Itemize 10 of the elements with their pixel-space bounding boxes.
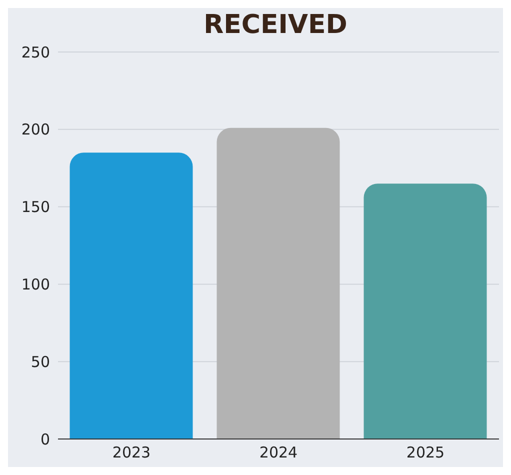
y-tick-label: 0 <box>40 430 50 448</box>
y-tick-label: 50 <box>30 352 50 371</box>
chart-title: RECEIVED <box>202 9 348 42</box>
x-tick-label: 2024 <box>259 444 298 462</box>
x-tick-label: 2025 <box>406 444 445 462</box>
y-tick-label: 150 <box>21 198 50 216</box>
y-tick-label: 200 <box>21 120 50 139</box>
x-tick-label: 2023 <box>112 444 151 462</box>
y-tick-label: 250 <box>21 43 50 62</box>
y-tick-label: 100 <box>21 276 50 294</box>
